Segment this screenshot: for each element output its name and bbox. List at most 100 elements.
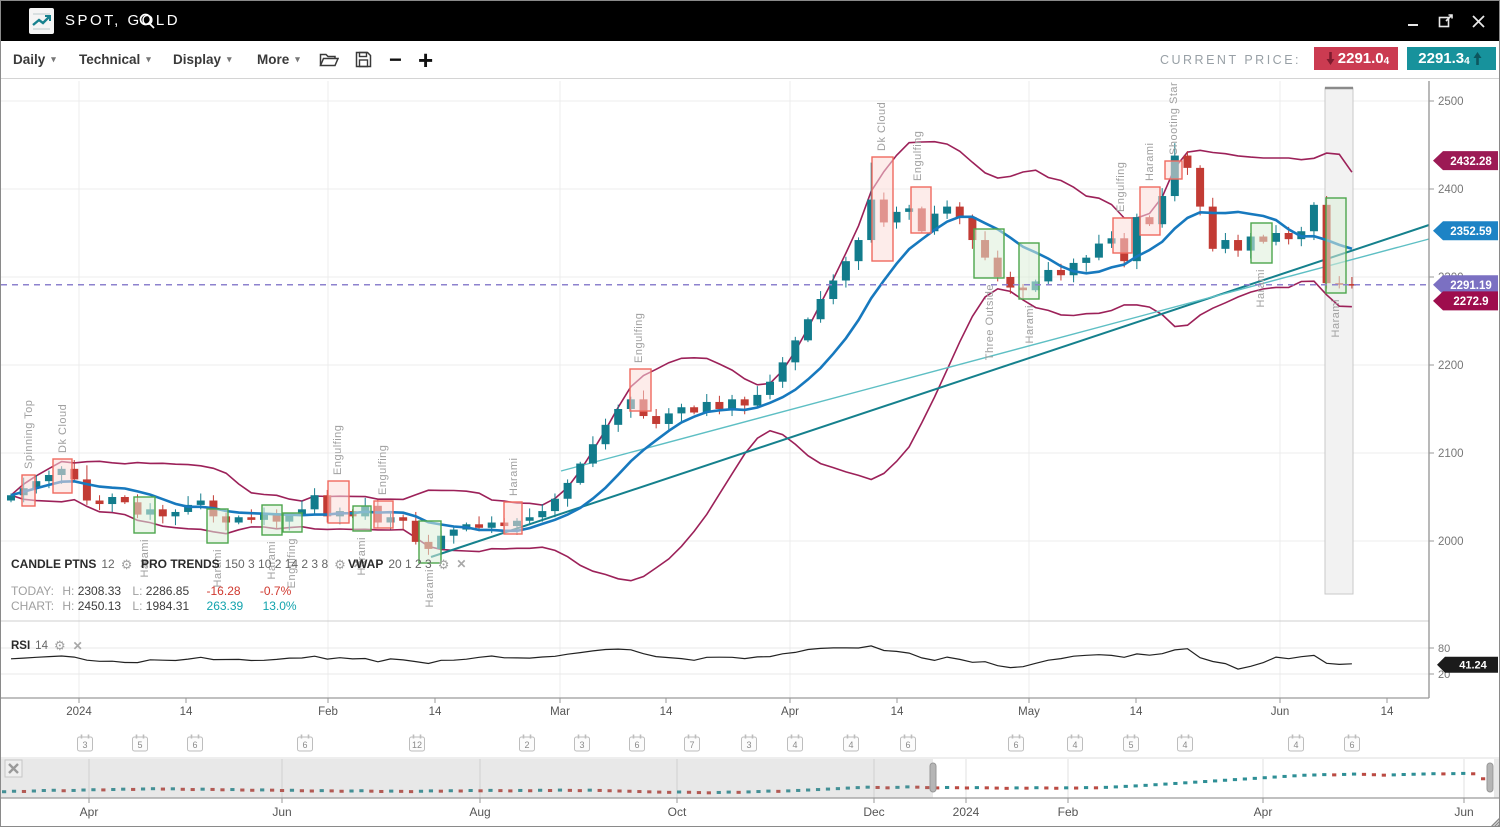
calendar-flag[interactable]: 4 [1177, 734, 1193, 752]
time-tick-label: 14 [1130, 706, 1143, 718]
pattern-label: Harami [1024, 305, 1036, 343]
search-icon[interactable] [138, 12, 156, 30]
navigator-tick-label: Dec [863, 805, 884, 819]
navigator-tick-label: Apr [80, 805, 99, 819]
indicator-name: VWAP [348, 557, 384, 571]
pattern-box [206, 508, 229, 544]
pattern-label: Harami [1255, 269, 1267, 307]
calendar-flag[interactable]: 6 [1344, 734, 1360, 752]
display-menu[interactable]: Display ▾ [173, 41, 232, 78]
gear-icon[interactable]: ⚙ [120, 556, 133, 572]
minimize-button[interactable] [1405, 12, 1423, 30]
gear-icon[interactable]: ⚙ [437, 556, 450, 572]
calendar-flag[interactable]: 12 [409, 734, 425, 752]
calendar-flag[interactable]: 6 [900, 734, 916, 752]
navigator-close-button[interactable] [4, 759, 23, 778]
calendar-flag[interactable]: 6 [187, 734, 203, 752]
window-controls [1405, 1, 1487, 41]
calendar-flag[interactable]: 2 [519, 734, 535, 752]
high-value: 2308.33 [77, 584, 122, 598]
svg-text:4: 4 [848, 740, 853, 750]
calendar-flag[interactable]: 6 [629, 734, 645, 752]
more-menu[interactable]: More ▾ [257, 41, 300, 78]
change-value: 263.39 [206, 599, 244, 613]
today-stats-row: TODAY: H: 2308.33 L: 2286.85 -16.28 -0.7… [11, 584, 291, 598]
gear-icon[interactable]: ⚙ [53, 638, 66, 653]
change-value: -16.28 [206, 584, 241, 598]
bid-price-pip: 4 [1383, 56, 1390, 67]
navigator-unselected-left[interactable] [1, 759, 933, 798]
interval-menu-daily[interactable]: Daily ▾ [13, 41, 56, 78]
selected-bar-highlight[interactable] [1324, 86, 1354, 595]
high-value: 2450.13 [77, 599, 122, 613]
menu-label: More [257, 52, 290, 67]
chevron-down-icon: ▾ [227, 54, 232, 64]
close-window-button[interactable] [1469, 12, 1487, 30]
calendar-flag[interactable]: 4 [1288, 734, 1304, 752]
zoom-in-button[interactable]: + [418, 41, 433, 78]
svg-text:2352.59: 2352.59 [1450, 226, 1492, 238]
calendar-flag[interactable]: 4 [787, 734, 803, 752]
technical-menu[interactable]: Technical ▾ [79, 41, 151, 78]
calendar-flag[interactable]: 5 [1123, 734, 1139, 752]
zoom-out-button[interactable]: − [389, 41, 402, 78]
resize-grip[interactable] [1491, 818, 1500, 827]
calendar-flag[interactable]: 3 [574, 734, 590, 752]
calendar-flag[interactable]: 3 [77, 734, 93, 752]
navigator-right-handle[interactable] [1486, 762, 1494, 793]
indicator-params: 20 1 2 3 [388, 557, 432, 571]
price-chart[interactable]: Spinning Top Dk Cloud Harami Harami Harami En… [1, 79, 1500, 827]
calendar-flag[interactable]: 5 [132, 734, 148, 752]
calendar-flag[interactable]: 6 [1008, 734, 1024, 752]
price-tick-label: 2500 [1438, 96, 1464, 108]
pattern-label: Spinning Top [23, 400, 35, 469]
save-layout-button[interactable] [355, 41, 372, 78]
gear-icon[interactable]: ⚙ [334, 556, 346, 572]
svg-text:4: 4 [1182, 740, 1187, 750]
navigator-left-handle[interactable] [929, 762, 937, 793]
time-tick-label: 14 [429, 706, 442, 718]
toolbar: Daily ▾ Technical ▾ Display ▾ More ▾ [1, 41, 1499, 79]
pattern-label: Harami [508, 458, 520, 496]
calendar-flag[interactable]: 7 [684, 734, 700, 752]
indicator-name: CANDLE PTNS [11, 557, 97, 571]
pattern-count-flags[interactable]: 3 5 6 6 12 2 3 6 7 3 4 4 6 6 4 5 4 4 6 [77, 734, 1360, 752]
svg-text:2291.19: 2291.19 [1450, 280, 1492, 292]
pattern-box [21, 474, 36, 507]
price-tick-label: 2200 [1438, 360, 1464, 372]
menu-label: Technical [79, 52, 141, 67]
calendar-flag[interactable]: 6 [297, 734, 313, 752]
open-layout-button[interactable] [319, 41, 339, 78]
calendar-flag[interactable]: 3 [741, 734, 757, 752]
pattern-box [503, 501, 523, 535]
remove-indicator-icon[interactable]: ✕ [352, 557, 363, 571]
time-tick-label: Feb [318, 706, 338, 718]
popout-window-button[interactable] [1437, 12, 1455, 30]
arrow-down-icon [1326, 52, 1335, 65]
remove-indicator-icon[interactable]: ✕ [139, 557, 150, 571]
price-badge-upper: 2432.28 [1433, 151, 1498, 171]
rsi-panel [1, 620, 1429, 675]
rsi-legend: RSI 14 ⚙ ✕ [11, 639, 84, 652]
change-percent: 13.0% [262, 599, 297, 613]
price-tick-label: 2000 [1438, 536, 1464, 548]
arrow-up-icon [1473, 52, 1482, 65]
remove-indicator-icon[interactable]: ✕ [72, 638, 83, 653]
price-tick-label: 2400 [1438, 184, 1464, 196]
ask-price-badge: 2291.3 4 [1407, 47, 1496, 70]
price-badge-lower: 2272.9 [1433, 291, 1498, 311]
svg-text:7: 7 [689, 740, 694, 750]
chart-area[interactable]: Spinning Top Dk Cloud Harami Harami Harami En… [1, 79, 1500, 827]
bid-price-value: 2291.0 [1337, 50, 1384, 67]
svg-text:6: 6 [302, 740, 307, 750]
pattern-label: Harami [1144, 143, 1156, 181]
change-percent: -0.7% [259, 584, 292, 598]
calendar-flag[interactable]: 4 [1067, 734, 1083, 752]
calendar-flag[interactable]: 4 [843, 734, 859, 752]
ask-price-pip: 4 [1464, 56, 1470, 67]
remove-indicator-icon[interactable]: ✕ [456, 557, 467, 571]
price-tick-label: 2100 [1438, 448, 1464, 460]
pattern-label: Harami [424, 569, 436, 607]
navigator[interactable]: Apr Jun Aug Oct Dec 2024 Feb Apr Jun [1, 757, 1500, 819]
